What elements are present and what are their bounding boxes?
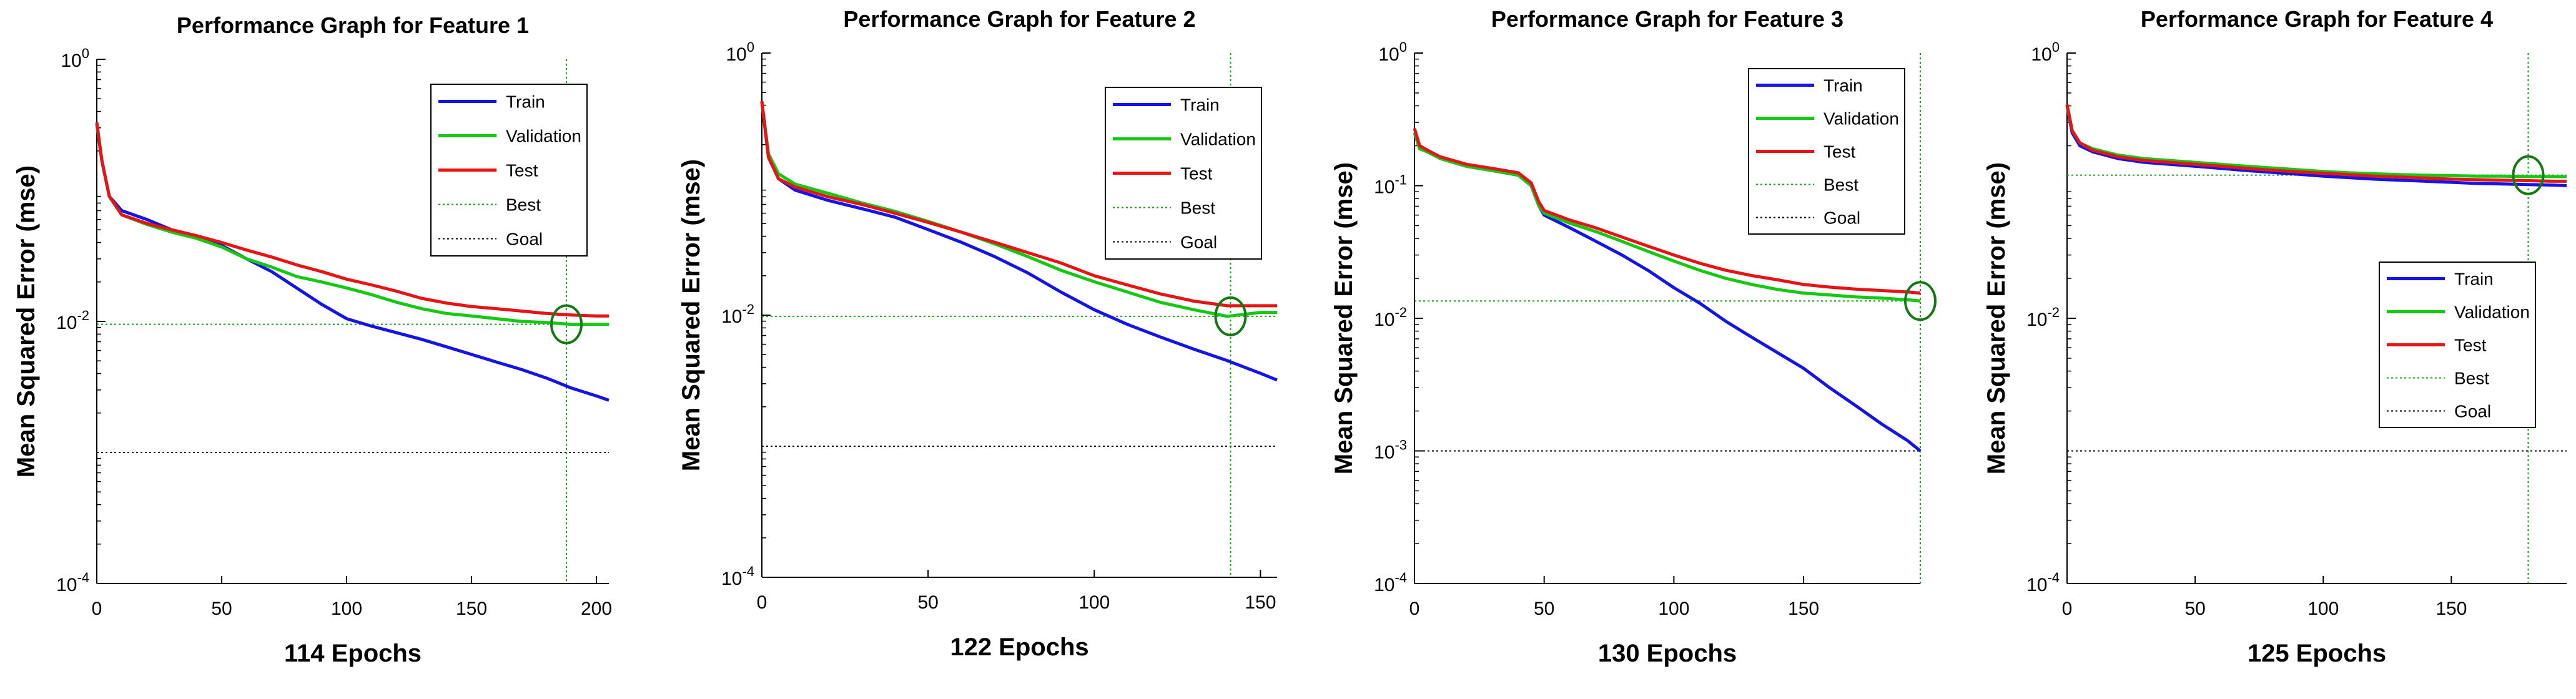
series-line-train <box>2065 105 2567 187</box>
series-line-test <box>95 122 609 318</box>
series-line-train <box>760 102 1278 382</box>
x-tick-label: 0 <box>1409 599 1420 619</box>
y-tick-label: 10-2 <box>56 308 89 333</box>
legend-label-test: Test <box>2454 336 2487 355</box>
y-tick-label: 100 <box>61 46 89 71</box>
x-axis-label: 125 Epochs <box>2248 640 2386 667</box>
series-line-test <box>1413 128 1921 295</box>
x-tick-label: 0 <box>2062 599 2073 619</box>
x-tick-label: 100 <box>1658 599 1689 619</box>
x-tick-label: 200 <box>581 599 612 619</box>
x-tick-label: 0 <box>757 592 767 613</box>
x-tick-label: 0 <box>92 599 102 619</box>
legend: Train Validation Test Best Goal <box>1748 68 1905 235</box>
legend-label-test: Test <box>506 161 538 180</box>
chart-title: Performance Graph for Feature 4 <box>2141 6 2493 32</box>
y-axis-label: Mean Squared Error (mse) <box>12 165 40 477</box>
legend: Train Validation Test Best Goal <box>1105 87 1262 260</box>
legend-label-test: Test <box>1823 142 1856 162</box>
x-axis-label: 114 Epochs <box>284 640 422 667</box>
series-line-test <box>760 100 1277 308</box>
series-line-validation <box>1413 132 1921 303</box>
best-point-marker <box>1214 296 1247 336</box>
y-tick-label: 10-4 <box>2026 570 2060 595</box>
best-point-marker <box>1904 281 1937 321</box>
legend: Train Validation Test Best Goal <box>430 84 588 257</box>
x-tick-label: 150 <box>1245 592 1276 613</box>
y-tick-label: 10-2 <box>1374 305 1407 330</box>
y-axis-label: Mean Squared Error (mse) <box>1983 162 2010 474</box>
series-line-train <box>95 124 609 402</box>
legend-label-train: Train <box>1180 95 1220 115</box>
x-tick-label: 100 <box>331 599 362 619</box>
y-tick-label: 10-3 <box>1374 437 1407 463</box>
y-tick-label: 10-4 <box>1374 570 1407 595</box>
x-tick-label: 50 <box>211 599 232 619</box>
x-tick-label: 100 <box>1078 592 1110 613</box>
x-tick-label: 50 <box>1534 599 1554 619</box>
chart-panel-1: Performance Graph for Feature 1 114 Epoch… <box>12 12 612 667</box>
y-tick-label: 10-4 <box>721 564 754 589</box>
series-line-validation <box>2065 105 2567 178</box>
chart-title: Performance Graph for Feature 3 <box>1491 6 1843 32</box>
x-axis-label: 122 Epochs <box>950 633 1088 661</box>
series-line-test <box>2065 104 2567 183</box>
y-tick-label: 100 <box>1378 39 1407 65</box>
y-tick-label: 10-4 <box>56 570 89 595</box>
y-tick-label: 100 <box>726 39 754 65</box>
y-tick-label: 100 <box>2031 39 2060 65</box>
legend-label-train: Train <box>2454 270 2494 289</box>
legend-label-best: Best <box>506 195 541 215</box>
legend-label-train: Train <box>1823 76 1863 95</box>
y-axis-label: Mean Squared Error (mse) <box>678 159 705 471</box>
legend-label-validation: Validation <box>1823 109 1899 129</box>
legend-label-goal: Goal <box>506 230 543 249</box>
chart-panel-4: Performance Graph for Feature 4 125 Epoch… <box>1983 6 2567 667</box>
y-tick-label: 10-1 <box>1374 172 1407 198</box>
x-tick-label: 150 <box>2435 599 2467 619</box>
x-axis-label: 130 Epochs <box>1598 640 1737 667</box>
chart-panel-3: Performance Graph for Feature 3 130 Epoch… <box>1330 6 1937 667</box>
y-tick-label: 10-2 <box>2026 305 2060 330</box>
best-point-marker <box>2512 155 2545 195</box>
legend-label-validation: Validation <box>1180 130 1256 149</box>
x-tick-label: 50 <box>917 592 938 613</box>
legend-label-goal: Goal <box>1180 233 1217 252</box>
legend-label-best: Best <box>1823 175 1858 195</box>
chart-title: Performance Graph for Feature 1 <box>177 12 529 38</box>
chart-panel-2: Performance Graph for Feature 2 122 Epoch… <box>678 6 1278 661</box>
legend-label-validation: Validation <box>506 127 581 146</box>
y-tick-label: 10-2 <box>721 301 754 327</box>
x-tick-label: 100 <box>2307 599 2339 619</box>
legend-label-test: Test <box>1180 164 1213 183</box>
x-tick-label: 150 <box>456 599 487 619</box>
legend-label-best: Best <box>2454 369 2489 388</box>
y-axis-label: Mean Squared Error (mse) <box>1330 162 1358 474</box>
best-point-marker <box>550 304 583 345</box>
chart-title: Performance Graph for Feature 2 <box>843 6 1195 32</box>
legend-label-best: Best <box>1180 198 1215 218</box>
legend-label-validation: Validation <box>2454 303 2530 322</box>
x-tick-label: 150 <box>1788 599 1819 619</box>
legend-label-goal: Goal <box>2454 402 2491 421</box>
x-tick-label: 50 <box>2184 599 2205 619</box>
legend-label-train: Train <box>506 92 545 112</box>
legend: Train Validation Test Best Goal <box>2379 262 2536 428</box>
legend-label-goal: Goal <box>1823 208 1860 228</box>
